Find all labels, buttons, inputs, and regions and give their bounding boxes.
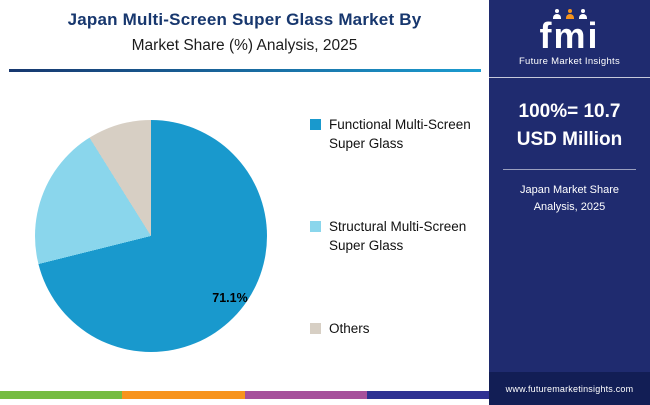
- legend: Functional Multi-Screen Super Glass Struc…: [310, 116, 487, 338]
- sidebar: fmi Future Market Insights 100%= 10.7 US…: [489, 0, 650, 405]
- pie-chart: 71.1%: [35, 120, 267, 352]
- page-title: Japan Multi-Screen Super Glass Market By: [67, 10, 422, 29]
- caption-line2: Analysis, 2025: [533, 201, 606, 214]
- pie-data-label: 71.1%: [212, 291, 248, 305]
- caption-line1: Japan Market Share: [519, 184, 620, 197]
- legend-swatch: [310, 220, 321, 232]
- people-icons: [489, 9, 650, 19]
- stat-line1: 100%= 10.7: [518, 101, 621, 123]
- logo-subtitle: Future Market Insights: [518, 56, 621, 68]
- legend-label: Functional Multi-Screen Super Glass: [329, 117, 471, 151]
- strip-segment: [244, 391, 367, 399]
- person-icon: [565, 9, 574, 19]
- stat-line2: USD Million: [516, 128, 623, 150]
- market-value-stat: 100%= 10.7 USD Million: [489, 98, 650, 153]
- website-url: www.futuremarketinsights.com: [505, 383, 634, 394]
- legend-label: Others: [329, 320, 370, 336]
- sidebar-divider: [489, 77, 650, 79]
- strip-segment: [122, 391, 245, 399]
- legend-swatch: [310, 119, 321, 130]
- title-underline: [9, 69, 481, 72]
- bottom-color-strip: [0, 391, 489, 399]
- legend-label: Structural Multi-Screen Super Glass: [329, 218, 467, 253]
- fmi-logo: fmi Future Market Insights: [489, 0, 650, 67]
- person-icon: [552, 9, 561, 19]
- person-icon: [578, 9, 587, 19]
- strip-segment: [0, 391, 123, 399]
- legend-item: Others: [310, 320, 487, 339]
- sidebar-caption: Japan Market Share Analysis, 2025: [489, 182, 650, 216]
- logo-wordmark: fmi: [539, 15, 600, 56]
- legend-item: Functional Multi-Screen Super Glass: [310, 116, 487, 154]
- header: Japan Multi-Screen Super Glass Market By…: [0, 0, 489, 55]
- legend-swatch: [310, 322, 321, 334]
- website-footer: www.futuremarketinsights.com: [489, 372, 650, 405]
- page-subtitle: Market Share (%) Analysis, 2025: [131, 37, 358, 54]
- strip-segment: [366, 391, 489, 399]
- sidebar-divider: [503, 169, 636, 171]
- legend-item: Structural Multi-Screen Super Glass: [310, 218, 487, 256]
